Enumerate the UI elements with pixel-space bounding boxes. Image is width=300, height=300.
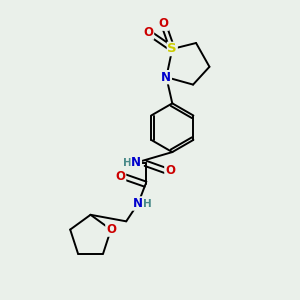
Text: O: O [116,170,126,183]
Text: N: N [133,197,142,210]
Text: O: O [158,17,168,30]
Text: S: S [167,42,177,56]
Text: O: O [106,223,116,236]
Text: O: O [165,164,175,177]
Text: O: O [143,26,154,39]
Text: H: H [143,200,152,209]
Text: H: H [123,158,131,168]
Text: N: N [161,71,171,84]
Text: N: N [131,156,141,169]
